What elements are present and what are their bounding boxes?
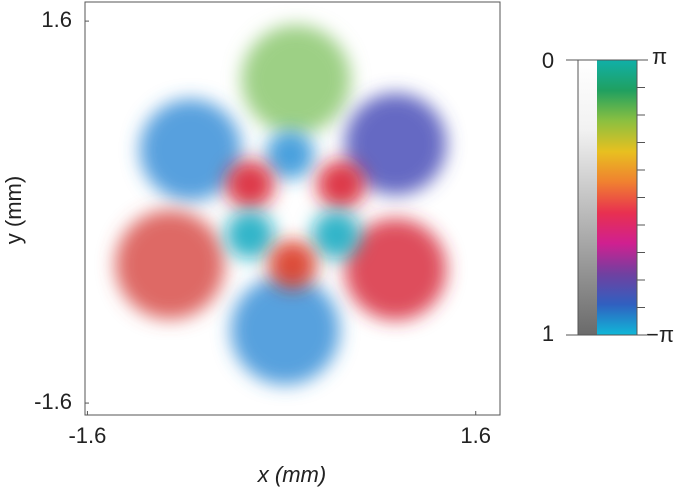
lobe: [316, 160, 366, 209]
amplitude-label: 0: [542, 48, 554, 73]
lobe: [344, 218, 447, 321]
y-tick-label: 1.6: [41, 7, 72, 32]
lobe: [241, 24, 351, 135]
lobe: [115, 209, 225, 320]
lobe: [265, 130, 315, 180]
lobe: [268, 240, 317, 289]
amplitude-label: 1: [542, 321, 554, 346]
y-axis-label: y (mm): [1, 176, 26, 244]
phase-label: −π: [646, 322, 674, 347]
phase-bar: [597, 60, 637, 335]
x-tick-label: -1.6: [68, 423, 106, 448]
x-tick-label: 1.6: [460, 423, 491, 448]
y-tick-label: -1.6: [34, 389, 72, 414]
amplitude-bar: [578, 60, 597, 335]
lobe: [225, 160, 275, 209]
plot-area: [115, 24, 447, 385]
plot-frame: [84, 1, 501, 416]
phase-label: π: [652, 44, 667, 69]
lobe: [311, 210, 361, 260]
x-axis-label: x (mm): [257, 462, 326, 487]
lobe: [225, 210, 275, 260]
lobe: [344, 93, 447, 196]
lobe: [139, 99, 242, 201]
lobe: [230, 275, 340, 385]
